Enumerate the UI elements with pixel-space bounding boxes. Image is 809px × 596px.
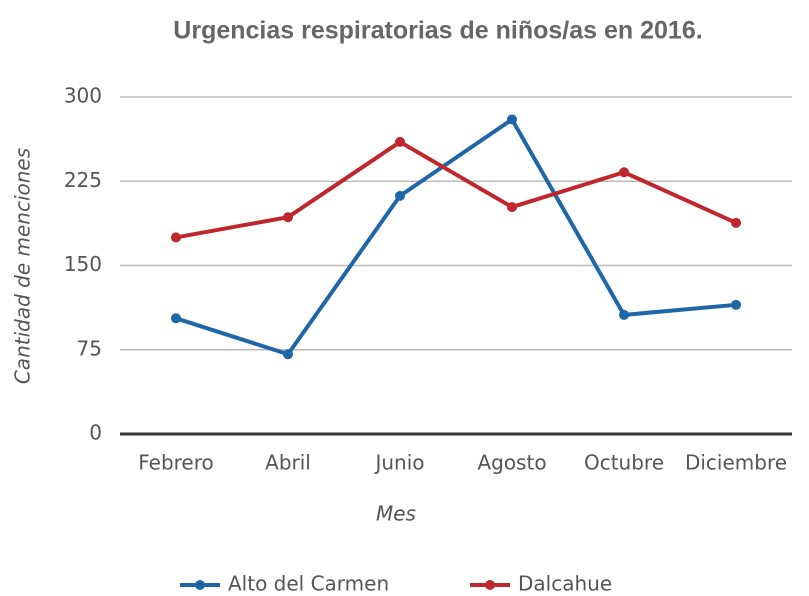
y-tick-label: 225 [64, 168, 102, 192]
point [283, 349, 293, 360]
y-tick-label: 300 [64, 84, 102, 108]
x-tick-label: Febrero [138, 451, 214, 475]
point [731, 217, 741, 228]
point [171, 232, 181, 243]
point [171, 313, 181, 324]
legend-marker [485, 580, 495, 590]
legend-label: Dalcahue [518, 572, 612, 596]
x-tick-label: Octubre [584, 451, 664, 475]
point [395, 136, 405, 147]
point [731, 299, 741, 310]
point [619, 167, 629, 178]
point [283, 212, 293, 223]
y-tick-label: 150 [64, 252, 102, 276]
x-tick-label: Abril [265, 451, 311, 475]
point [507, 114, 517, 125]
y-tick-label: 0 [89, 421, 102, 445]
series-line [175, 117, 737, 357]
point [619, 309, 629, 320]
x-axis-label: Mes [376, 502, 416, 526]
y-axis-label: Cantidad de menciones [11, 148, 35, 384]
legend-marker [195, 580, 205, 590]
y-tick-label: 75 [77, 336, 102, 360]
legend-label: Alto del Carmen [228, 572, 389, 596]
chart-title: Urgencias respiratorias de niños/as en 2… [173, 17, 702, 45]
point [395, 190, 405, 201]
point [507, 202, 517, 213]
x-tick-label: Agosto [477, 451, 546, 475]
series-line [175, 139, 737, 240]
x-tick-label: Diciembre [685, 451, 787, 475]
x-tick-label: Junio [373, 451, 424, 475]
